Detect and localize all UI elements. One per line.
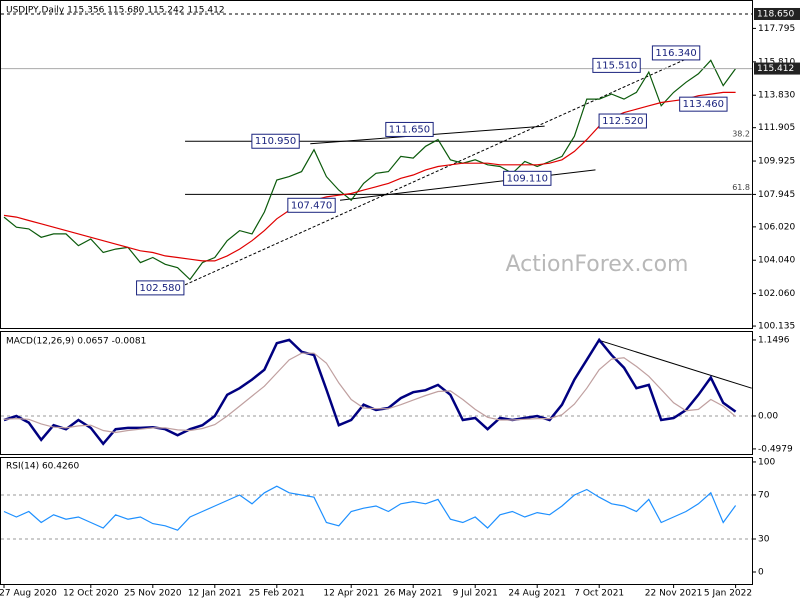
x-tick-label: 26 May 2021 (384, 589, 443, 599)
y-tick-label: 0 (758, 568, 764, 578)
x-tick-label: 27 Aug 2020 (0, 589, 57, 599)
annotation-box (651, 45, 701, 61)
y-tick-label: 111.905 (758, 123, 795, 133)
level-box (754, 7, 800, 20)
y-tick-label: 107.945 (758, 190, 795, 200)
y-tick-label: 115.810 (758, 57, 795, 67)
macd-panel (0, 331, 753, 455)
annotation-label: 111.650 (389, 124, 430, 135)
series-line (3, 337, 737, 446)
annotation-box (503, 170, 552, 186)
x-tick-label: 9 Jul 2021 (453, 589, 498, 599)
x-tick-label: 5 Jan 2022 (704, 589, 752, 599)
series-line (3, 59, 737, 281)
annotation-box (385, 121, 434, 137)
y-tick-label: 102.060 (758, 289, 795, 299)
series-line (3, 352, 736, 434)
y-tick-label: 100 (758, 457, 775, 467)
annotation-box (287, 197, 336, 213)
x-tick-label: 24 Aug 2021 (508, 589, 566, 599)
y-tick-label: 30 (758, 534, 770, 544)
annotation-box (598, 113, 647, 129)
panel-title: MACD(12,26,9) 0.0657 -0.0081 (6, 337, 146, 347)
y-tick-label: -0.4979 (758, 444, 793, 454)
annotation-label: 115.510 (596, 60, 637, 71)
annotation-label: 112.520 (602, 116, 643, 127)
y-tick-label: 117.795 (758, 24, 795, 34)
annotation-label: 109.110 (507, 173, 548, 184)
level-label: 118.650 (757, 9, 794, 19)
price-panel (0, 0, 753, 329)
last-price-label: 115.412 (757, 64, 794, 74)
fib-label: 61.8 (732, 183, 750, 192)
watermark: ActionForex.com (506, 252, 689, 277)
y-tick-label: 0.00 (758, 411, 778, 421)
x-tick-label: 12 Apr 2021 (323, 589, 379, 599)
annotation-box (251, 133, 300, 149)
annotation-label: 110.950 (255, 136, 296, 147)
series-line (3, 485, 737, 531)
annotation-box (679, 96, 728, 112)
x-tick-label: 12 Jan 2021 (188, 589, 242, 599)
x-tick-label: 7 Oct 2021 (574, 589, 624, 599)
last-price-box (754, 62, 800, 75)
fib-label: 38.2 (732, 130, 750, 139)
annotation-label: 116.340 (655, 48, 696, 59)
annotation-box (136, 280, 185, 296)
trendline (339, 169, 596, 201)
x-tick-label: 25 Feb 2021 (249, 589, 305, 599)
annotation-label: 113.460 (683, 99, 724, 110)
trendline (184, 52, 700, 286)
y-tick-label: 106.020 (758, 222, 795, 232)
panel-title: RSI(14) 60.4260 (6, 462, 79, 472)
y-tick-label: 70 (758, 490, 770, 500)
rsi-panel (0, 457, 753, 585)
x-tick-label: 25 Nov 2020 (124, 589, 182, 599)
annotation-label: 107.470 (291, 200, 332, 211)
y-tick-label: 100.135 (758, 322, 795, 332)
y-tick-label: 109.925 (758, 157, 795, 167)
x-tick-label: 12 Oct 2020 (63, 589, 119, 599)
trendline (597, 339, 752, 389)
y-tick-label: 113.830 (758, 91, 795, 101)
annotation-box (592, 57, 641, 73)
annotation-label: 102.580 (140, 283, 181, 294)
y-tick-label: 104.040 (758, 256, 795, 266)
y-tick-label: 1.1496 (758, 335, 790, 345)
chart-title: USDJPY,Daily 115.356 115.680 115.242 115… (6, 6, 225, 16)
x-tick-label: 22 Nov 2021 (645, 589, 703, 599)
